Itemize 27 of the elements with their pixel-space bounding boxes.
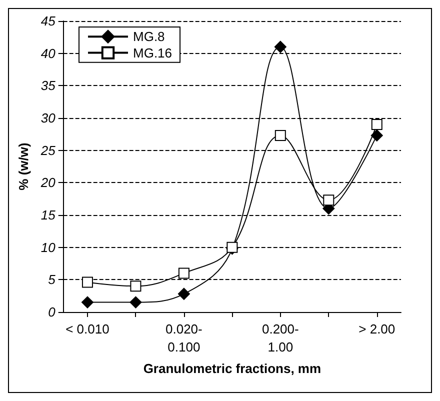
x-tick-label: < 0.010: [66, 322, 110, 336]
point: [323, 194, 334, 206]
y-tick-label: 20: [40, 175, 56, 190]
y-tick-label: 10: [40, 240, 56, 255]
x-axis-title: Granulometric fractions, mm: [143, 361, 322, 376]
point: [130, 296, 142, 308]
point: [178, 288, 190, 300]
point: [130, 280, 142, 292]
y-tick-label: 30: [40, 110, 56, 126]
y-tick-label: 5: [48, 272, 56, 288]
x-tick-label: 0.020-0.100: [166, 322, 202, 354]
point: [370, 129, 383, 142]
legend-label: MG.16: [133, 45, 172, 60]
point: [81, 296, 94, 308]
y-tick-label: 0: [48, 304, 56, 320]
point: [274, 40, 286, 53]
y-tick-label: 35: [40, 78, 56, 94]
y-tick-label: 45: [40, 14, 56, 28]
y-axis-title: % (w/w): [16, 142, 31, 190]
y-tick-label: 25: [40, 142, 56, 158]
point: [82, 276, 93, 288]
x-tick-label: > 2.00: [358, 322, 396, 336]
y-tick-label: 15: [40, 208, 56, 222]
legend-label: MG.8: [133, 29, 165, 44]
x-tick-label: 0.200-1.00: [262, 322, 299, 354]
y-tick-label: 40: [40, 46, 56, 61]
point: [178, 268, 190, 279]
